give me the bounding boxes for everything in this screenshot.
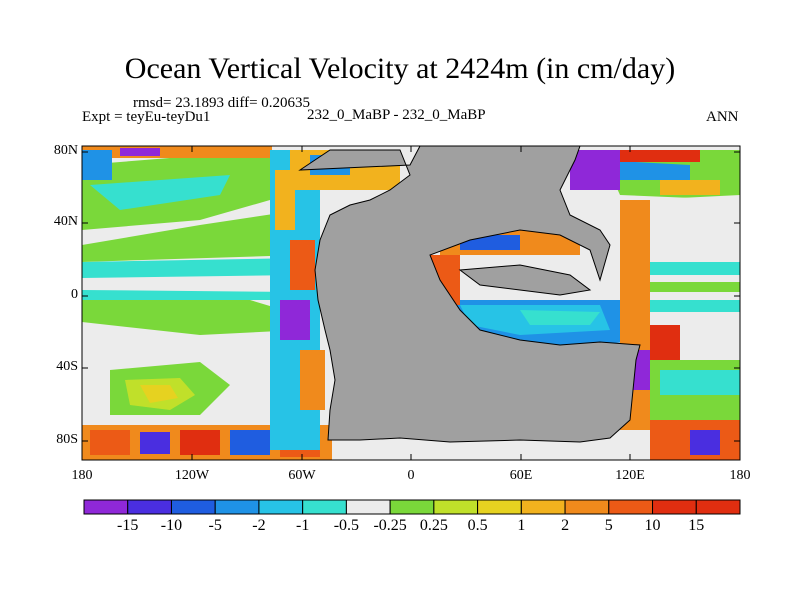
- colorbar-swatch: [345, 499, 391, 515]
- colorbar-label: -5: [208, 517, 222, 534]
- colorbar-label: -0.5: [333, 517, 360, 534]
- colorbar-swatch: [695, 499, 741, 515]
- land-inner-sea-island: [458, 264, 592, 296]
- colorbar-swatch: [520, 499, 566, 515]
- land-masses: [298, 145, 641, 443]
- lon-tick-0: 0: [407, 468, 415, 483]
- lat-tick-80n: 80N: [53, 143, 78, 158]
- colorbar-swatch: [608, 499, 654, 515]
- colorbar-swatch: [83, 499, 129, 515]
- expt-label: Expt = teyEu-teyDu1: [82, 109, 211, 125]
- axis-ticks: [82, 146, 740, 460]
- lon-tick-60e: 60E: [509, 468, 533, 483]
- colorbar-label: 15: [688, 517, 705, 534]
- colorbar-label: -15: [117, 517, 139, 534]
- lat-tick-80s: 80S: [56, 432, 78, 447]
- colorbar-label: 5: [604, 517, 613, 534]
- lon-tick-120w: 120W: [174, 468, 210, 483]
- colorbar-swatch: [170, 499, 216, 515]
- colorbar-swatch: [564, 499, 610, 515]
- land-western-continent: [298, 145, 641, 443]
- colorbar-label: -0.25: [373, 517, 407, 534]
- colorbar-label: 10: [644, 517, 661, 534]
- colorbar-swatch: [214, 499, 260, 515]
- colorbar-label: -2: [252, 517, 266, 534]
- lon-tick-120e: 120E: [615, 468, 645, 483]
- colorbar-swatch: [477, 499, 522, 515]
- season-label: ANN: [706, 109, 739, 125]
- colorbar-label: 0.25: [419, 517, 448, 534]
- colorbar-label: 0.5: [467, 517, 488, 534]
- colorbar-label: -10: [160, 517, 183, 534]
- colorbar-swatch: [127, 499, 172, 515]
- colorbar-label: 2: [561, 517, 570, 534]
- colorbar: [83, 499, 741, 515]
- lon-tick-60w: 60W: [288, 468, 316, 483]
- case-label: 232_0_MaBP - 232_0_MaBP: [307, 107, 486, 123]
- lat-tick-0: 0: [71, 287, 78, 302]
- pacific-field: [82, 150, 300, 415]
- lon-tick-180w: 180: [71, 468, 93, 483]
- lon-tick-180e: 180: [729, 468, 751, 483]
- colorbar-swatch: [652, 499, 697, 515]
- colorbar-swatch: [302, 499, 347, 515]
- lat-tick-40n: 40N: [53, 214, 78, 229]
- stats-line: rmsd= 23.1893 diff= 0.20635: [133, 95, 311, 111]
- lat-tick-40s: 40S: [56, 359, 78, 374]
- colorbar-swatch: [258, 499, 304, 515]
- colorbar-label: 1: [517, 517, 526, 534]
- colorbar-swatch: [389, 499, 435, 515]
- boundary-noise: [82, 146, 740, 460]
- colorbar-label: -1: [295, 517, 310, 534]
- map-title: Ocean Vertical Velocity at 2424m (in cm/…: [124, 52, 676, 85]
- colorbar-swatch: [433, 499, 479, 515]
